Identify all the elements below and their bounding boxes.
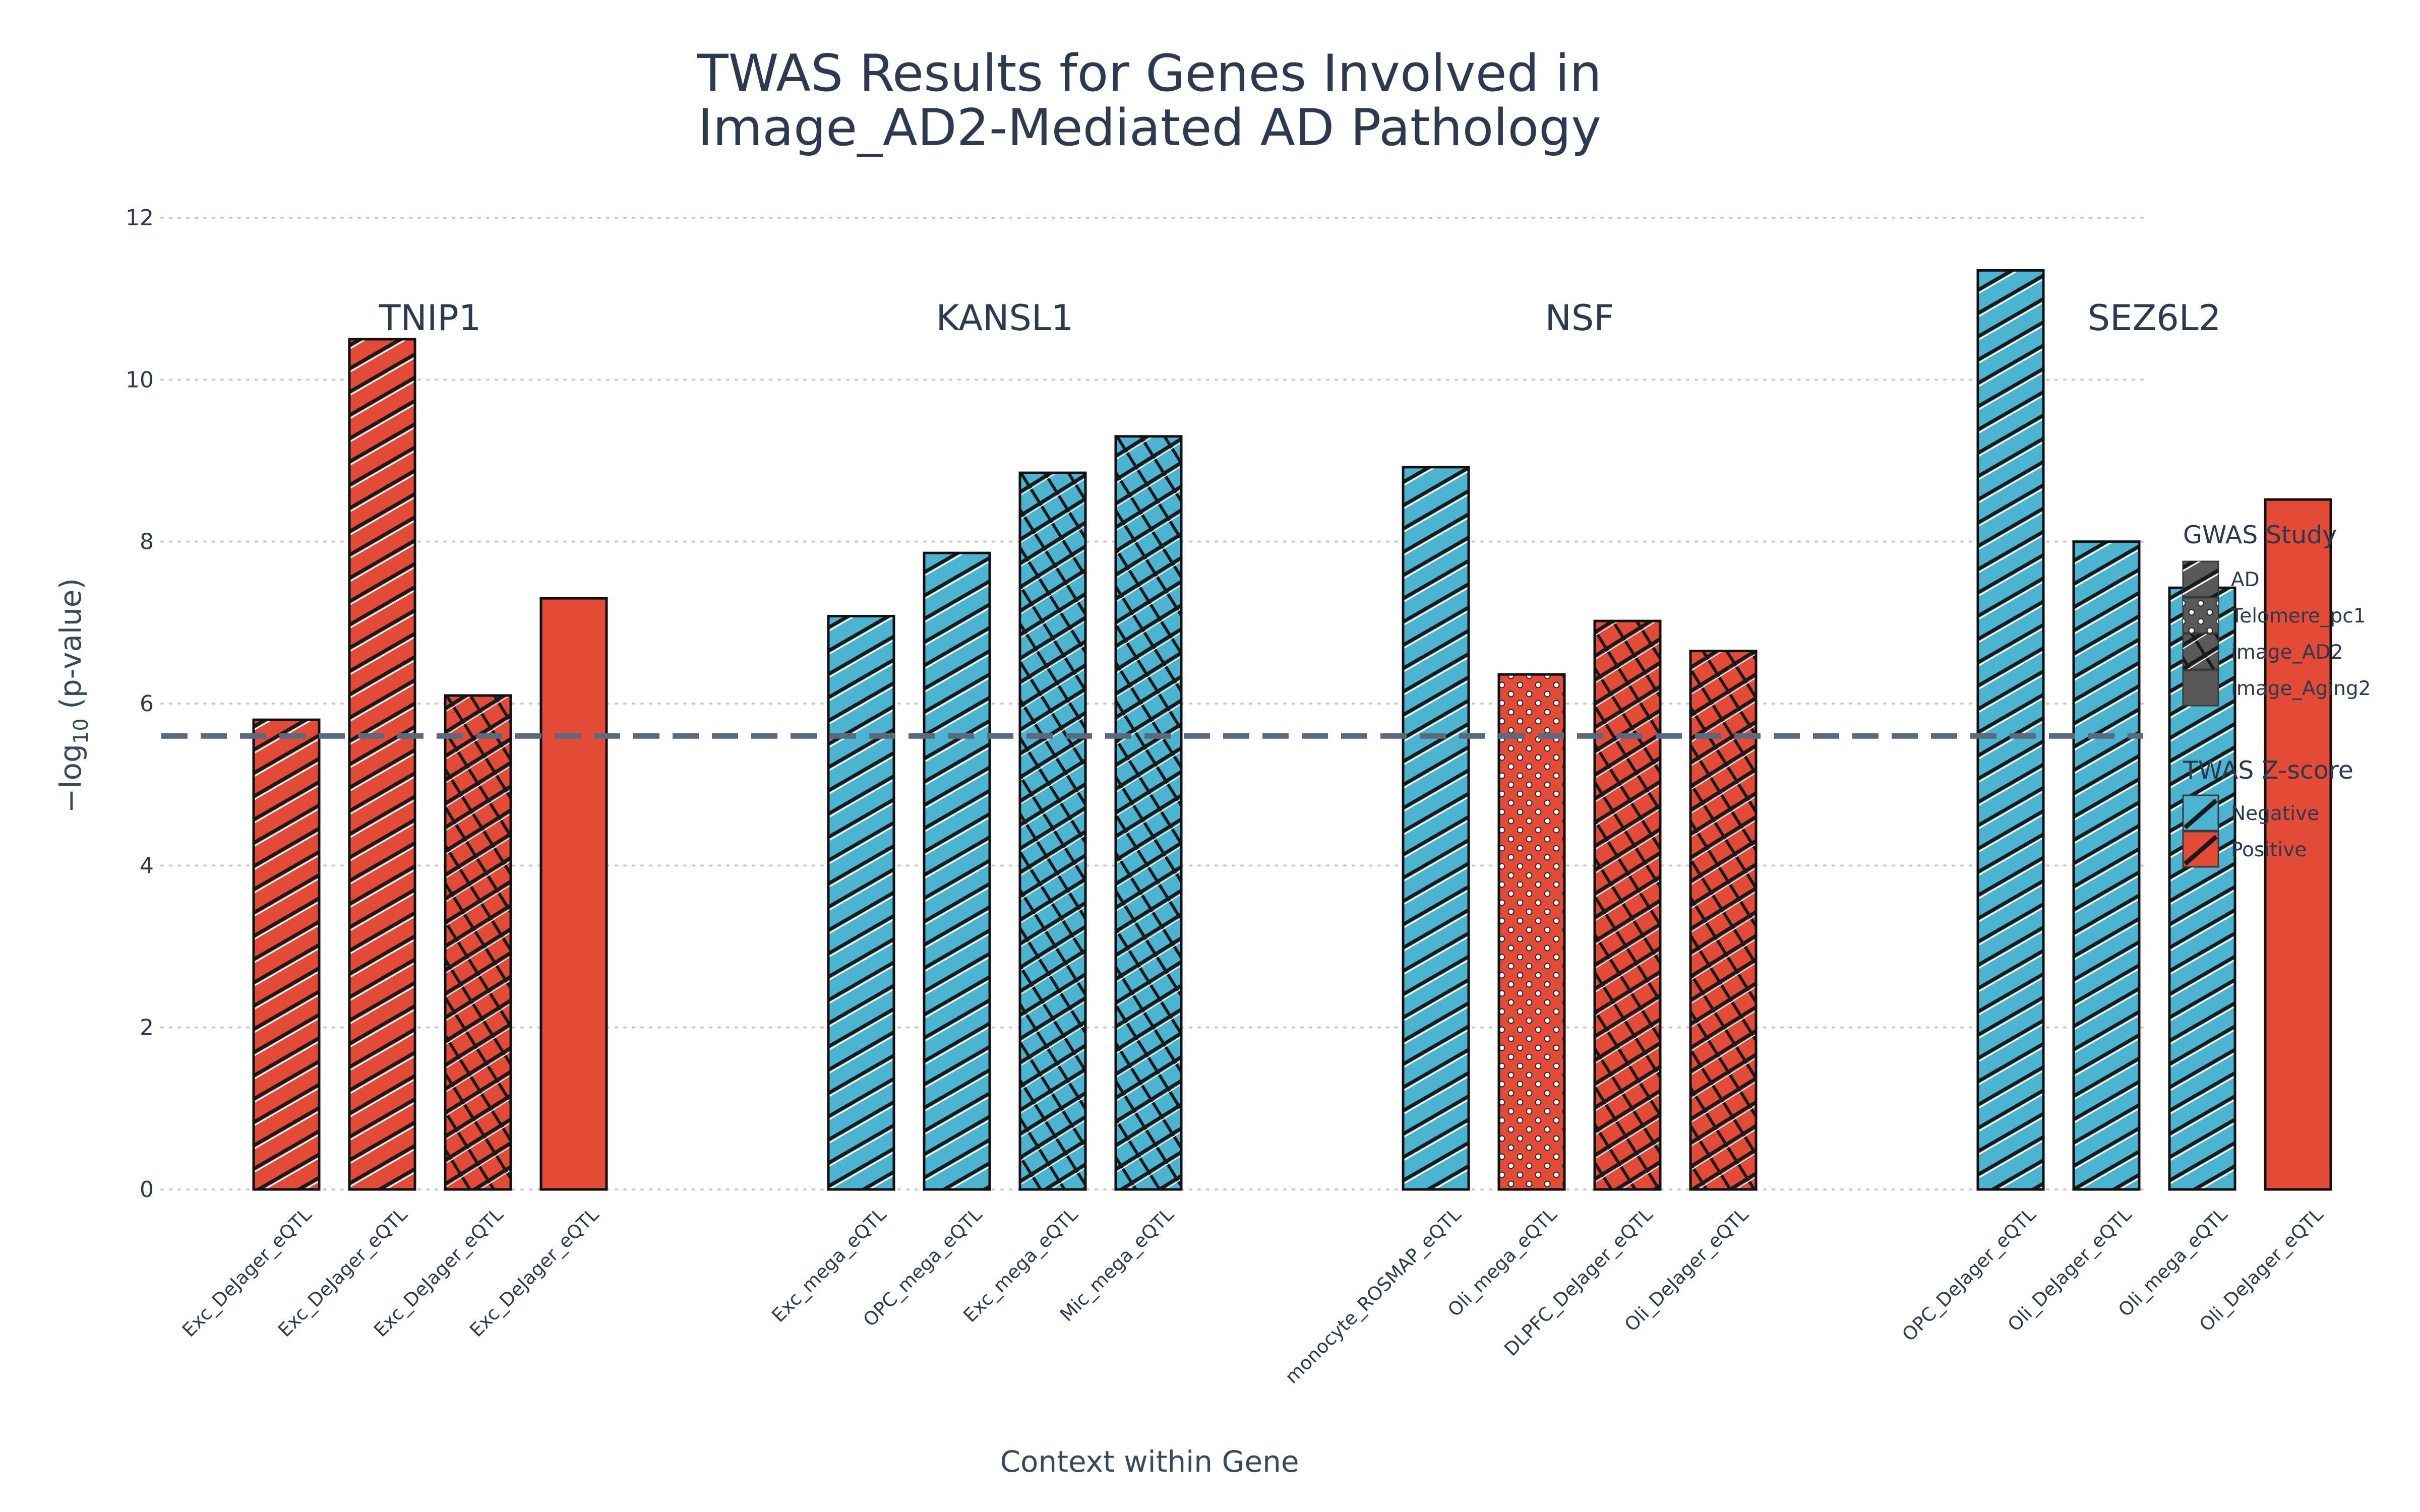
y-axis-label-sub: 10 — [70, 718, 93, 744]
legend-swatch-hatch — [2183, 634, 2218, 669]
legend-swatch — [2182, 669, 2219, 707]
y-tick-label: 2 — [140, 1015, 154, 1041]
x-tick-label: monocyte_ROSMAP_eQTL — [1281, 1204, 1466, 1388]
bar-outline — [444, 694, 512, 1191]
bar-hatch — [1499, 674, 1564, 1189]
bar-hatch — [445, 695, 511, 1189]
legend-item-study: image_AD2 — [2231, 641, 2343, 664]
bar-outline — [539, 597, 608, 1191]
legend-title-study: GWAS Study — [2183, 521, 2337, 549]
x-axis-tick-labels: Exc_DeJager_eQTLExc_DeJager_eQTLExc_DeJa… — [178, 1204, 2327, 1388]
legend: GWAS Study AD Telomere_pc1 image_AD2 image_A… — [2182, 521, 2371, 868]
bar-outline — [348, 338, 416, 1191]
bar-outline — [1976, 269, 2045, 1191]
chart-title: TWAS Results for Genes Involved in Image… — [697, 43, 1602, 157]
bar-hatch — [1116, 436, 1181, 1189]
title-line-1: TWAS Results for Genes Involved in — [697, 43, 1602, 103]
y-tick-label: 0 — [140, 1177, 154, 1203]
gene-label: NSF — [1545, 297, 1614, 339]
legend-item-zscore: Negative — [2231, 802, 2319, 825]
y-axis-label-suffix: (p-value) — [53, 578, 88, 718]
bar-hatch — [1595, 621, 1660, 1189]
legend-swatch-hatch — [2183, 598, 2218, 633]
x-axis-label: Context within Gene — [1000, 1444, 1299, 1479]
bar-hatch — [924, 553, 990, 1189]
bar — [541, 598, 607, 1189]
bar-outline — [2264, 498, 2332, 1191]
bar-outline — [252, 718, 321, 1191]
y-tick-label: 6 — [140, 691, 154, 717]
legend-item-zscore: Positive — [2231, 839, 2307, 861]
legend-item-study: AD — [2231, 569, 2260, 591]
gene-labels: TNIP1 KANSL1 NSF SEZ6L2 — [379, 297, 2221, 339]
legend-title-zscore: TWAS Z-score — [2183, 756, 2353, 785]
bar-hatch — [1403, 467, 1469, 1190]
y-axis-ticks: 0 2 4 6 8 10 12 — [126, 205, 154, 1203]
bar-hatch — [254, 720, 319, 1189]
legend-item-study: Telomere_pc1 — [2230, 605, 2366, 627]
title-line-2: Image_AD2-Mediated AD Pathology — [698, 98, 1601, 157]
y-tick-label: 10 — [126, 367, 154, 393]
legend-swatch-hatch — [2183, 561, 2218, 597]
y-axis-label-prefix: −log — [53, 744, 88, 813]
y-tick-label: 8 — [140, 529, 154, 555]
bar-outline — [1689, 650, 1758, 1191]
bar-hatch — [349, 339, 415, 1189]
bar-hatch — [1690, 651, 1756, 1189]
legend-swatch-slash — [2184, 835, 2218, 866]
bar-hatch — [1020, 473, 1085, 1189]
gene-label: TNIP1 — [379, 297, 481, 339]
bar-outline — [1114, 435, 1183, 1191]
bar-hatch — [1978, 270, 2043, 1189]
legend-swatch-slash — [2184, 798, 2218, 830]
legend-item-study: image_Aging2 — [2231, 677, 2371, 700]
bar-outline — [827, 614, 895, 1191]
bar-outline — [1497, 673, 1566, 1191]
gene-label: SEZ6L2 — [2088, 297, 2221, 339]
bar-outline — [1593, 619, 1662, 1191]
y-tick-label: 4 — [140, 853, 154, 878]
bar-hatch — [2074, 541, 2139, 1189]
bar-outline — [1402, 466, 1470, 1191]
bar-outline — [923, 551, 991, 1191]
y-tick-label: 12 — [126, 205, 154, 231]
bar-outline — [1018, 471, 1087, 1191]
y-axis-label: −log10 (p-value) — [53, 578, 93, 813]
gene-label: KANSL1 — [936, 297, 1074, 339]
bar — [2265, 499, 2331, 1189]
bar-hatch — [828, 616, 894, 1189]
bar-outline — [2072, 540, 2141, 1191]
bars — [252, 269, 2332, 1191]
